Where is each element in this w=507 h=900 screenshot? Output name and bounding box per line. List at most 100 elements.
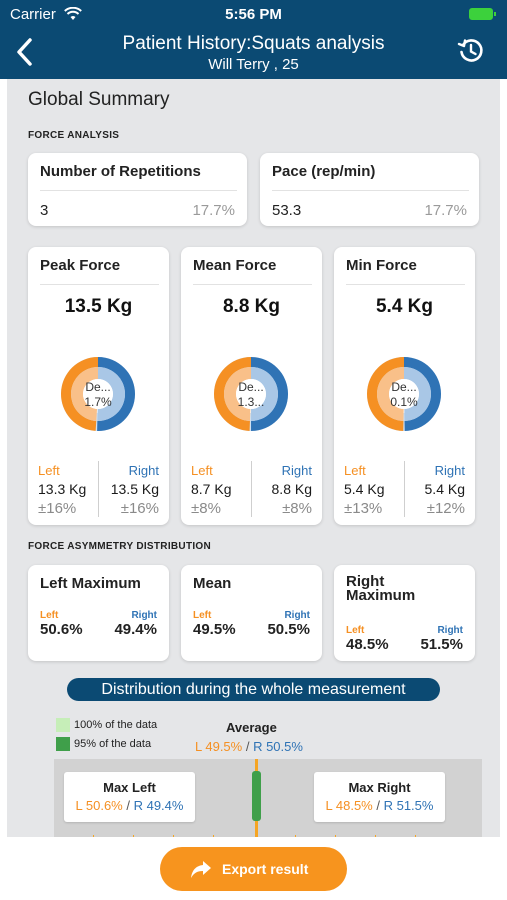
peak-force-donut: De... 1.7% (60, 357, 136, 431)
max-left-l: L 50.6% (75, 798, 123, 813)
left-share-inner-arc (377, 367, 404, 421)
back-arrow-icon[interactable] (12, 36, 38, 68)
max-right-r: R 51.5% (383, 798, 434, 813)
right-share-arc (97, 357, 136, 431)
average-separator: / (242, 739, 254, 754)
left-maximum-card: Left Maximum Left 50.6% Right 49.4% (28, 565, 169, 661)
divider (98, 461, 99, 517)
patient-name: Will Terry , 25 (208, 56, 299, 73)
left-share-inner-arc (71, 367, 98, 421)
divider (193, 284, 312, 285)
max-right-title: Max Right (348, 780, 411, 795)
card-title: Number of Repetitions (40, 163, 201, 180)
right-side-values: Right 13.5 Kg ±16% (101, 461, 159, 518)
right-label: Right (281, 463, 312, 478)
right-value: 8.8 Kg (271, 481, 312, 497)
right-value: 50.5% (267, 621, 310, 638)
track-tick (213, 835, 214, 837)
header-bar: Carrier 5:56 PM Patient History:Squats a… (0, 0, 507, 79)
left-label: Left (346, 625, 365, 636)
track-tick (335, 835, 336, 837)
min-force-value: 5.4 Kg (375, 296, 434, 317)
export-label: Export result (222, 861, 309, 877)
divider (272, 190, 469, 191)
donut-hole (83, 379, 113, 409)
left-share-arc (214, 357, 251, 431)
right-variation: ±16% (120, 500, 159, 517)
left-value: 13.3 Kg (38, 481, 87, 497)
pace-variation: 17.7% (424, 202, 467, 219)
pace-value: 53.3 (272, 202, 302, 219)
average-values: L 49.5% / R 50.5% (195, 739, 303, 754)
left-label: Left (38, 463, 60, 478)
divider (346, 284, 465, 285)
force-analysis-label: FORCE ANALYSIS (28, 130, 120, 141)
donut-percentage: 0.1% (390, 395, 418, 409)
left-side-values: Left 5.4 Kg ±13% (344, 461, 402, 518)
carrier-label: Carrier (10, 6, 56, 23)
distribution-title: Distribution during the whole measuremen… (67, 678, 440, 701)
right-value: 49.4% (114, 621, 157, 638)
left-value: 48.5% (346, 636, 389, 653)
right-percentage: Right 51.5% (420, 625, 463, 653)
left-label: Left (191, 463, 213, 478)
max-left-title: Max Left (103, 780, 156, 795)
min-force-card: Min Force 5.4 Kg De... 0.1% Left 5.4 Kg … (334, 247, 475, 525)
max-right-l: L 48.5% (325, 798, 373, 813)
left-value: 50.6% (40, 621, 83, 638)
track-tick (375, 835, 376, 837)
max-left-separator: / (122, 798, 134, 813)
divider (40, 190, 237, 191)
right-percentage: Right 49.4% (114, 610, 157, 638)
donut-hole (236, 379, 266, 409)
right-label: Right (131, 610, 157, 621)
wifi-icon (64, 7, 82, 20)
left-value: 49.5% (193, 621, 236, 638)
donut-label: De... (391, 380, 417, 394)
track-tick (93, 835, 94, 837)
asymmetry-label: FORCE ASYMMETRY DISTRIBUTION (28, 541, 212, 552)
donut-hole (389, 379, 419, 409)
right-maximum-card: Right Maximum Left 48.5% Right 51.5% (334, 565, 475, 661)
right-variation: ±8% (282, 500, 312, 517)
legend-95-swatch (56, 737, 70, 751)
right-label: Right (128, 463, 159, 478)
status-bar: Carrier 5:56 PM (0, 5, 507, 25)
footer: Export result (0, 837, 507, 900)
mean-force-donut: De... 1.3... (214, 357, 289, 431)
max-left-values: L 50.6% / R 49.4% (64, 798, 195, 813)
average-title: Average (226, 720, 277, 735)
card-title: Right Maximum (346, 573, 416, 604)
left-label: Left (193, 610, 212, 621)
left-side-values: Left 13.3 Kg ±16% (38, 461, 96, 518)
repetitions-card: Number of Repetitions 3 17.7% (28, 153, 247, 226)
donut-chart (60, 357, 136, 431)
legend-100-swatch (56, 718, 70, 732)
left-percentage: Left 50.6% (40, 610, 83, 638)
left-variation: ±16% (38, 500, 77, 517)
track-tick (295, 835, 296, 837)
repetitions-value: 3 (40, 202, 49, 219)
card-title: Left Maximum (40, 575, 141, 592)
history-icon[interactable] (457, 37, 485, 65)
card-title: Peak Force (40, 257, 121, 274)
left-label: Left (40, 610, 59, 621)
summary-scroll-area[interactable]: Global Summary FORCE ANALYSIS Number of … (7, 79, 500, 837)
right-label: Right (284, 610, 310, 621)
right-share-arc (251, 357, 289, 431)
right-side-values: Right 8.8 Kg ±8% (254, 461, 312, 518)
donut-label: De... (85, 380, 111, 394)
track-tick (133, 835, 134, 837)
pace-card: Pace (rep/min) 53.3 17.7% (260, 153, 479, 226)
left-value: 5.4 Kg (344, 481, 385, 497)
status-time: 5:56 PM (225, 6, 282, 23)
left-share-inner-arc (224, 367, 251, 421)
divider (251, 461, 252, 517)
left-percentage: Left 49.5% (193, 610, 236, 638)
card-title: Mean Force (193, 257, 277, 274)
left-label: Left (344, 463, 366, 478)
max-left-r: R 49.4% (133, 798, 184, 813)
donut-chart (367, 357, 442, 431)
track-tick (415, 835, 416, 837)
export-result-button[interactable]: Export result (160, 847, 347, 891)
